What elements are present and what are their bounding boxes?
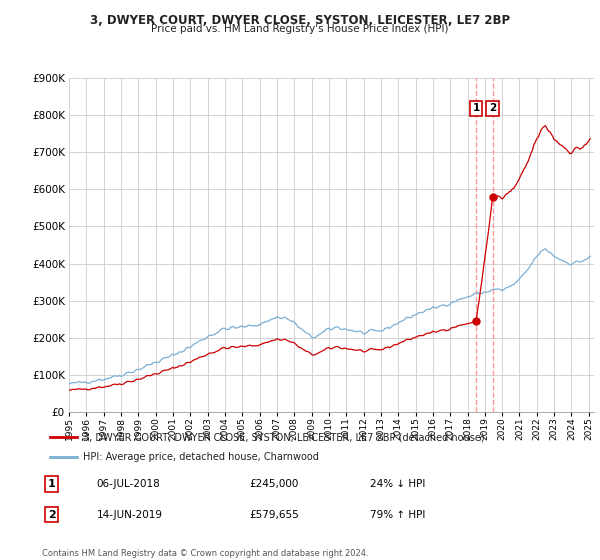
Text: 06-JUL-2018: 06-JUL-2018 bbox=[97, 479, 160, 489]
Text: 2: 2 bbox=[48, 510, 56, 520]
Text: £579,655: £579,655 bbox=[250, 510, 299, 520]
Text: £245,000: £245,000 bbox=[250, 479, 299, 489]
Text: HPI: Average price, detached house, Charnwood: HPI: Average price, detached house, Char… bbox=[83, 452, 319, 462]
Text: 1: 1 bbox=[48, 479, 56, 489]
Text: 1: 1 bbox=[473, 104, 480, 113]
Text: 14-JUN-2019: 14-JUN-2019 bbox=[97, 510, 163, 520]
Text: 2: 2 bbox=[489, 104, 496, 113]
Text: 3, DWYER COURT, DWYER CLOSE, SYSTON, LEICESTER, LE7 2BP (detached house): 3, DWYER COURT, DWYER CLOSE, SYSTON, LEI… bbox=[83, 432, 485, 442]
Text: Contains HM Land Registry data © Crown copyright and database right 2024.
This d: Contains HM Land Registry data © Crown c… bbox=[42, 549, 368, 560]
Text: Price paid vs. HM Land Registry's House Price Index (HPI): Price paid vs. HM Land Registry's House … bbox=[151, 24, 449, 34]
Text: 3, DWYER COURT, DWYER CLOSE, SYSTON, LEICESTER, LE7 2BP: 3, DWYER COURT, DWYER CLOSE, SYSTON, LEI… bbox=[90, 14, 510, 27]
Text: 79% ↑ HPI: 79% ↑ HPI bbox=[370, 510, 425, 520]
Text: 24% ↓ HPI: 24% ↓ HPI bbox=[370, 479, 425, 489]
